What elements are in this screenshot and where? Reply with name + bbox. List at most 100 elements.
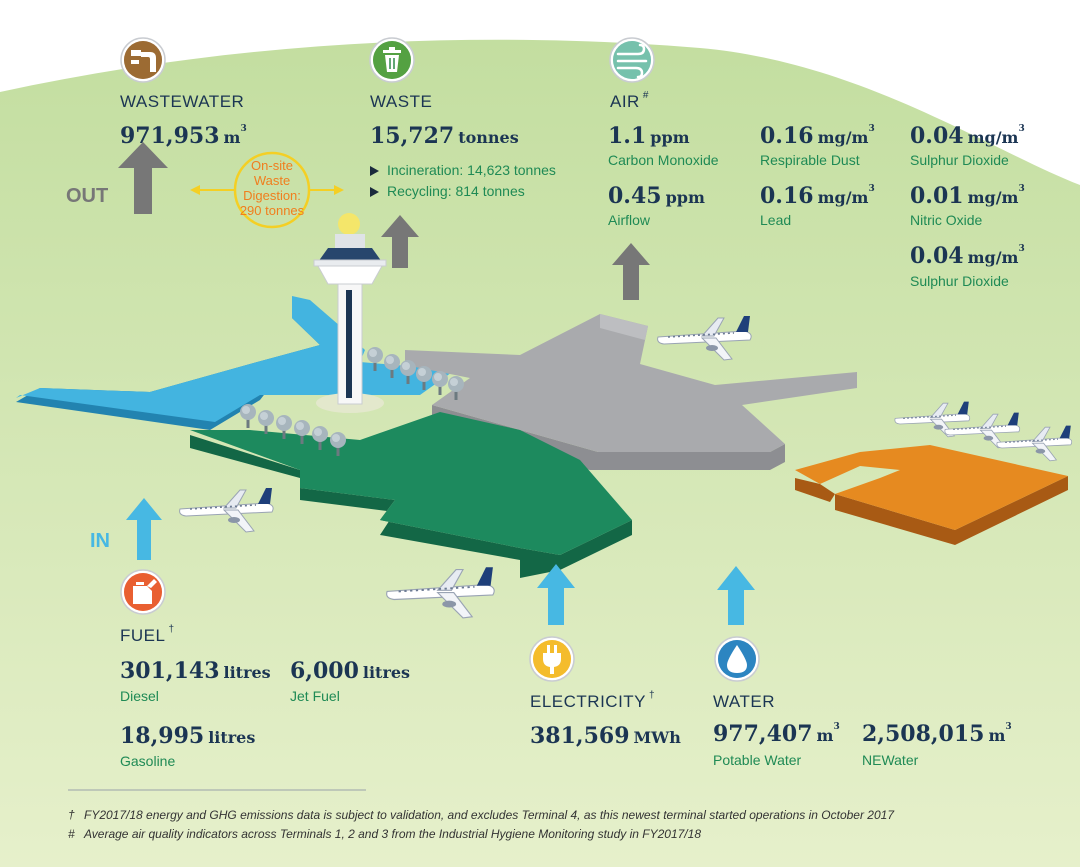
air-metric-value: 0.16 mg/m3 [760,183,875,209]
air-metric-label: Nitric Oxide [910,212,983,228]
air-metric-label: Sulphur Dioxide [910,152,1009,168]
electricity-amount: 381,569 [530,723,630,749]
wastewater-amount: 971,953 [120,123,220,149]
air-metric-unit-sup: 3 [868,124,875,134]
waste-item-label: Recycling: 814 tonnes [387,183,525,199]
fuel-item-value: 6,000 litres [290,660,410,682]
plug-icon [529,636,575,682]
in-label: IN [90,530,110,552]
digestion-label: On-site Waste Digestion: 290 tonnes [236,158,308,219]
electricity-unit: MWh [633,728,681,747]
waste-item-incineration: Incineration: 14,623 tonnes [370,162,556,178]
waste-amount: 15,727 [370,123,455,149]
fuel-item-label: Gasoline [120,753,176,769]
fuel-item-amount: 6,000 [290,658,359,684]
waste-item-recycling: Recycling: 814 tonnes [370,183,525,199]
fuel-title-mark: † [168,624,175,635]
fuel-can-icon [120,569,166,615]
air-metric-amount: 0.01 [910,183,964,209]
water-item-unit: m [816,726,834,745]
air-metric-value: 0.16 mg/m3 [760,123,875,149]
air-metric-label: Lead [760,212,792,228]
digestion-line-4: 290 tonnes [239,202,305,218]
digestion-line-2: Waste [253,172,291,188]
fuel-item-label: Jet Fuel [290,688,340,704]
air-metric-label: Airflow [608,212,651,228]
water-item-label: NEWater [862,752,919,768]
air-metric-value: 1.1 ppm [608,125,690,147]
digestion-graphic [190,151,344,229]
water-item-unit-sup: 3 [833,722,840,732]
air-metric-unit-sup: 3 [1018,184,1025,194]
air-metric-unit: ppm [665,188,705,207]
air-metric-amount: 0.04 [910,123,964,149]
air-title-mark: # [642,90,649,101]
water-item-label: Potable Water [713,752,802,768]
water-item-unit-sup: 3 [1005,722,1012,732]
air-metric-amount: 0.16 [760,183,814,209]
fuel-item-value: 301,143 litres [120,660,271,682]
water-item-value: 2,508,015 m3 [862,721,1012,747]
wastewater-title: WASTEWATER [120,92,245,111]
electricity-value: 381,569 MWh [530,725,681,747]
wastewater-pipe-icon [120,37,166,83]
air-metric-unit: mg/m [967,248,1019,267]
waste-title: WASTE [370,92,433,111]
control-tower [313,213,387,413]
out-label: OUT [66,185,109,207]
air-metric-unit: mg/m [967,128,1019,147]
fuel-item-amount: 301,143 [120,658,220,684]
footnote-mark: # [68,827,75,841]
out-arrows [118,142,650,300]
water-item-amount: 977,407 [713,721,813,747]
wastewater-unit-sup: 3 [240,124,247,134]
air-metric-value: 0.01 mg/m3 [910,183,1025,209]
air-metric-unit-sup: 3 [1018,124,1025,134]
trash-bin-icon [369,37,415,83]
footnote: † FY2017/18 energy and GHG emissions data… [68,808,894,822]
air-metric-unit-sup: 3 [1018,244,1025,254]
air-metric-amount: 1.1 [608,123,647,149]
air-metric-amount: 0.04 [910,243,964,269]
footnote: # Average air quality indicators across T… [68,827,701,841]
footnote-mark: † [68,808,75,822]
electricity-title-mark: † [649,690,656,701]
fuel-title: FUEL † [120,624,175,646]
green-terminal [190,412,632,578]
wastewater-unit: m [223,128,241,147]
fuel-item-unit: litres [362,663,411,682]
air-metric-value: 0.04 mg/m3 [910,243,1025,269]
air-metric-value: 0.04 mg/m3 [910,123,1025,149]
water-title: WATER [713,692,775,711]
air-metric-label: Respirable Dust [760,152,860,168]
digestion-line-3: Digestion: [243,187,301,203]
orange-apron [795,445,1068,545]
air-metric-unit-sup: 3 [868,184,875,194]
water-item-value: 977,407 m3 [713,721,840,747]
air-metric-unit: mg/m [817,128,869,147]
air-metric-amount: 0.45 [608,183,662,209]
in-arrows [126,498,755,625]
grey-terminal [405,314,857,470]
air-metric-label: Sulphur Dioxide [910,273,1009,289]
air-metric-value: 0.45 ppm [608,185,705,207]
air-metric-unit: ppm [650,128,690,147]
fuel-item-label: Diesel [120,688,159,704]
fuel-item-amount: 18,995 [120,723,205,749]
digestion-line-1: On-site [251,158,293,173]
air-metric-unit: mg/m [967,188,1019,207]
wind-icon [609,37,655,83]
air-title: AIR # [610,90,649,112]
air-metric-amount: 0.16 [760,123,814,149]
waste-unit: tonnes [458,128,519,147]
electricity-title-text: ELECTRICITY [530,692,647,711]
fuel-title-text: FUEL [120,626,166,645]
water-item-unit: m [988,726,1006,745]
water-item-amount: 2,508,015 [862,721,985,747]
fuel-item-unit: litres [208,728,256,747]
air-metric-unit: mg/m [817,188,869,207]
fuel-item-unit: litres [223,663,271,682]
air-metric-label: Carbon Monoxide [608,152,719,168]
water-drop-icon [714,636,760,682]
